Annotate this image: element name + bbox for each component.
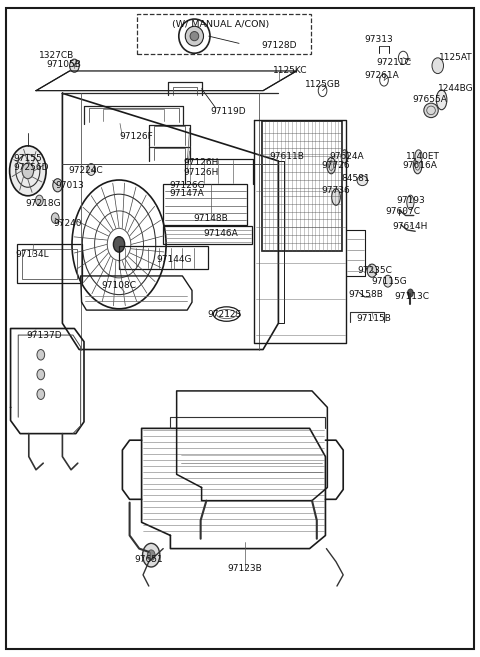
Text: 97128D: 97128D <box>262 41 297 51</box>
Text: 97624A: 97624A <box>329 152 364 161</box>
Text: 1140ET: 1140ET <box>406 152 439 161</box>
Bar <box>119 246 208 269</box>
Circle shape <box>432 58 444 74</box>
Text: 97614H: 97614H <box>393 222 428 231</box>
Circle shape <box>87 164 96 175</box>
Text: 97148B: 97148B <box>194 214 228 223</box>
Text: 97235C: 97235C <box>357 266 392 275</box>
Ellipse shape <box>413 158 422 174</box>
Text: 97126H: 97126H <box>184 168 219 177</box>
Circle shape <box>384 275 392 287</box>
Text: 97126H: 97126H <box>184 158 219 168</box>
Circle shape <box>10 146 46 196</box>
Text: 97105B: 97105B <box>47 60 81 69</box>
Circle shape <box>113 237 125 252</box>
Text: 97134L: 97134L <box>16 250 49 260</box>
Ellipse shape <box>341 150 348 163</box>
Text: 97616A: 97616A <box>403 161 437 170</box>
Text: 97155: 97155 <box>13 154 42 164</box>
Text: 97261A: 97261A <box>364 71 399 80</box>
Ellipse shape <box>327 158 336 174</box>
Text: 97193: 97193 <box>396 196 425 205</box>
Text: 1244BG: 1244BG <box>438 84 473 93</box>
Text: 97126F: 97126F <box>119 132 153 141</box>
Text: 97736: 97736 <box>322 186 350 195</box>
Text: 97123B: 97123B <box>228 564 262 573</box>
Text: 97115B: 97115B <box>356 314 391 323</box>
Text: 97651: 97651 <box>134 555 163 564</box>
Text: 97144G: 97144G <box>156 255 192 264</box>
Ellipse shape <box>190 32 199 41</box>
Circle shape <box>408 289 413 297</box>
Text: 97147A: 97147A <box>170 189 204 198</box>
Text: 1327CB: 1327CB <box>39 51 74 60</box>
Circle shape <box>51 213 59 223</box>
Circle shape <box>37 369 45 380</box>
Circle shape <box>37 350 45 360</box>
Ellipse shape <box>415 150 422 163</box>
Bar <box>262 121 342 251</box>
Text: 97256D: 97256D <box>13 163 49 172</box>
Text: 97126G: 97126G <box>169 181 205 190</box>
Text: 97113C: 97113C <box>395 292 429 302</box>
Ellipse shape <box>424 103 438 118</box>
Circle shape <box>367 264 377 277</box>
Text: 97218G: 97218G <box>25 199 60 208</box>
Bar <box>163 226 252 244</box>
Ellipse shape <box>185 26 204 46</box>
Circle shape <box>36 195 43 206</box>
Text: 1125AT: 1125AT <box>439 53 473 62</box>
Text: 97013: 97013 <box>55 181 84 190</box>
Text: 97224C: 97224C <box>68 166 103 175</box>
Ellipse shape <box>436 90 447 110</box>
Text: 97211C: 97211C <box>376 58 411 67</box>
Text: 97726: 97726 <box>322 161 350 170</box>
Ellipse shape <box>332 189 340 205</box>
Text: 97115G: 97115G <box>371 277 407 286</box>
Circle shape <box>37 389 45 399</box>
Text: 97146A: 97146A <box>204 229 238 238</box>
Text: 97240: 97240 <box>54 219 82 228</box>
Circle shape <box>143 543 160 567</box>
Bar <box>163 184 247 225</box>
Text: 1125GB: 1125GB <box>304 79 341 89</box>
Text: 97108C: 97108C <box>102 281 136 290</box>
Bar <box>137 14 311 54</box>
Circle shape <box>70 59 79 72</box>
Text: 97119D: 97119D <box>210 107 246 116</box>
Text: 97611B: 97611B <box>270 152 304 161</box>
Text: 97212S: 97212S <box>207 309 242 319</box>
Text: (W/ MANUAL A/CON): (W/ MANUAL A/CON) <box>172 20 269 30</box>
Text: 1125KC: 1125KC <box>273 66 307 75</box>
Text: 97313: 97313 <box>365 35 394 44</box>
Ellipse shape <box>407 195 414 210</box>
Text: 97607C: 97607C <box>386 207 420 216</box>
Text: 97158B: 97158B <box>348 290 383 299</box>
Circle shape <box>147 550 155 560</box>
Text: 97655A: 97655A <box>412 95 447 104</box>
Text: 84581: 84581 <box>341 174 370 183</box>
Ellipse shape <box>357 175 368 186</box>
Bar <box>22 249 77 279</box>
Circle shape <box>53 179 62 192</box>
Bar <box>17 244 82 283</box>
Text: 97137D: 97137D <box>26 330 62 340</box>
Circle shape <box>22 163 34 179</box>
